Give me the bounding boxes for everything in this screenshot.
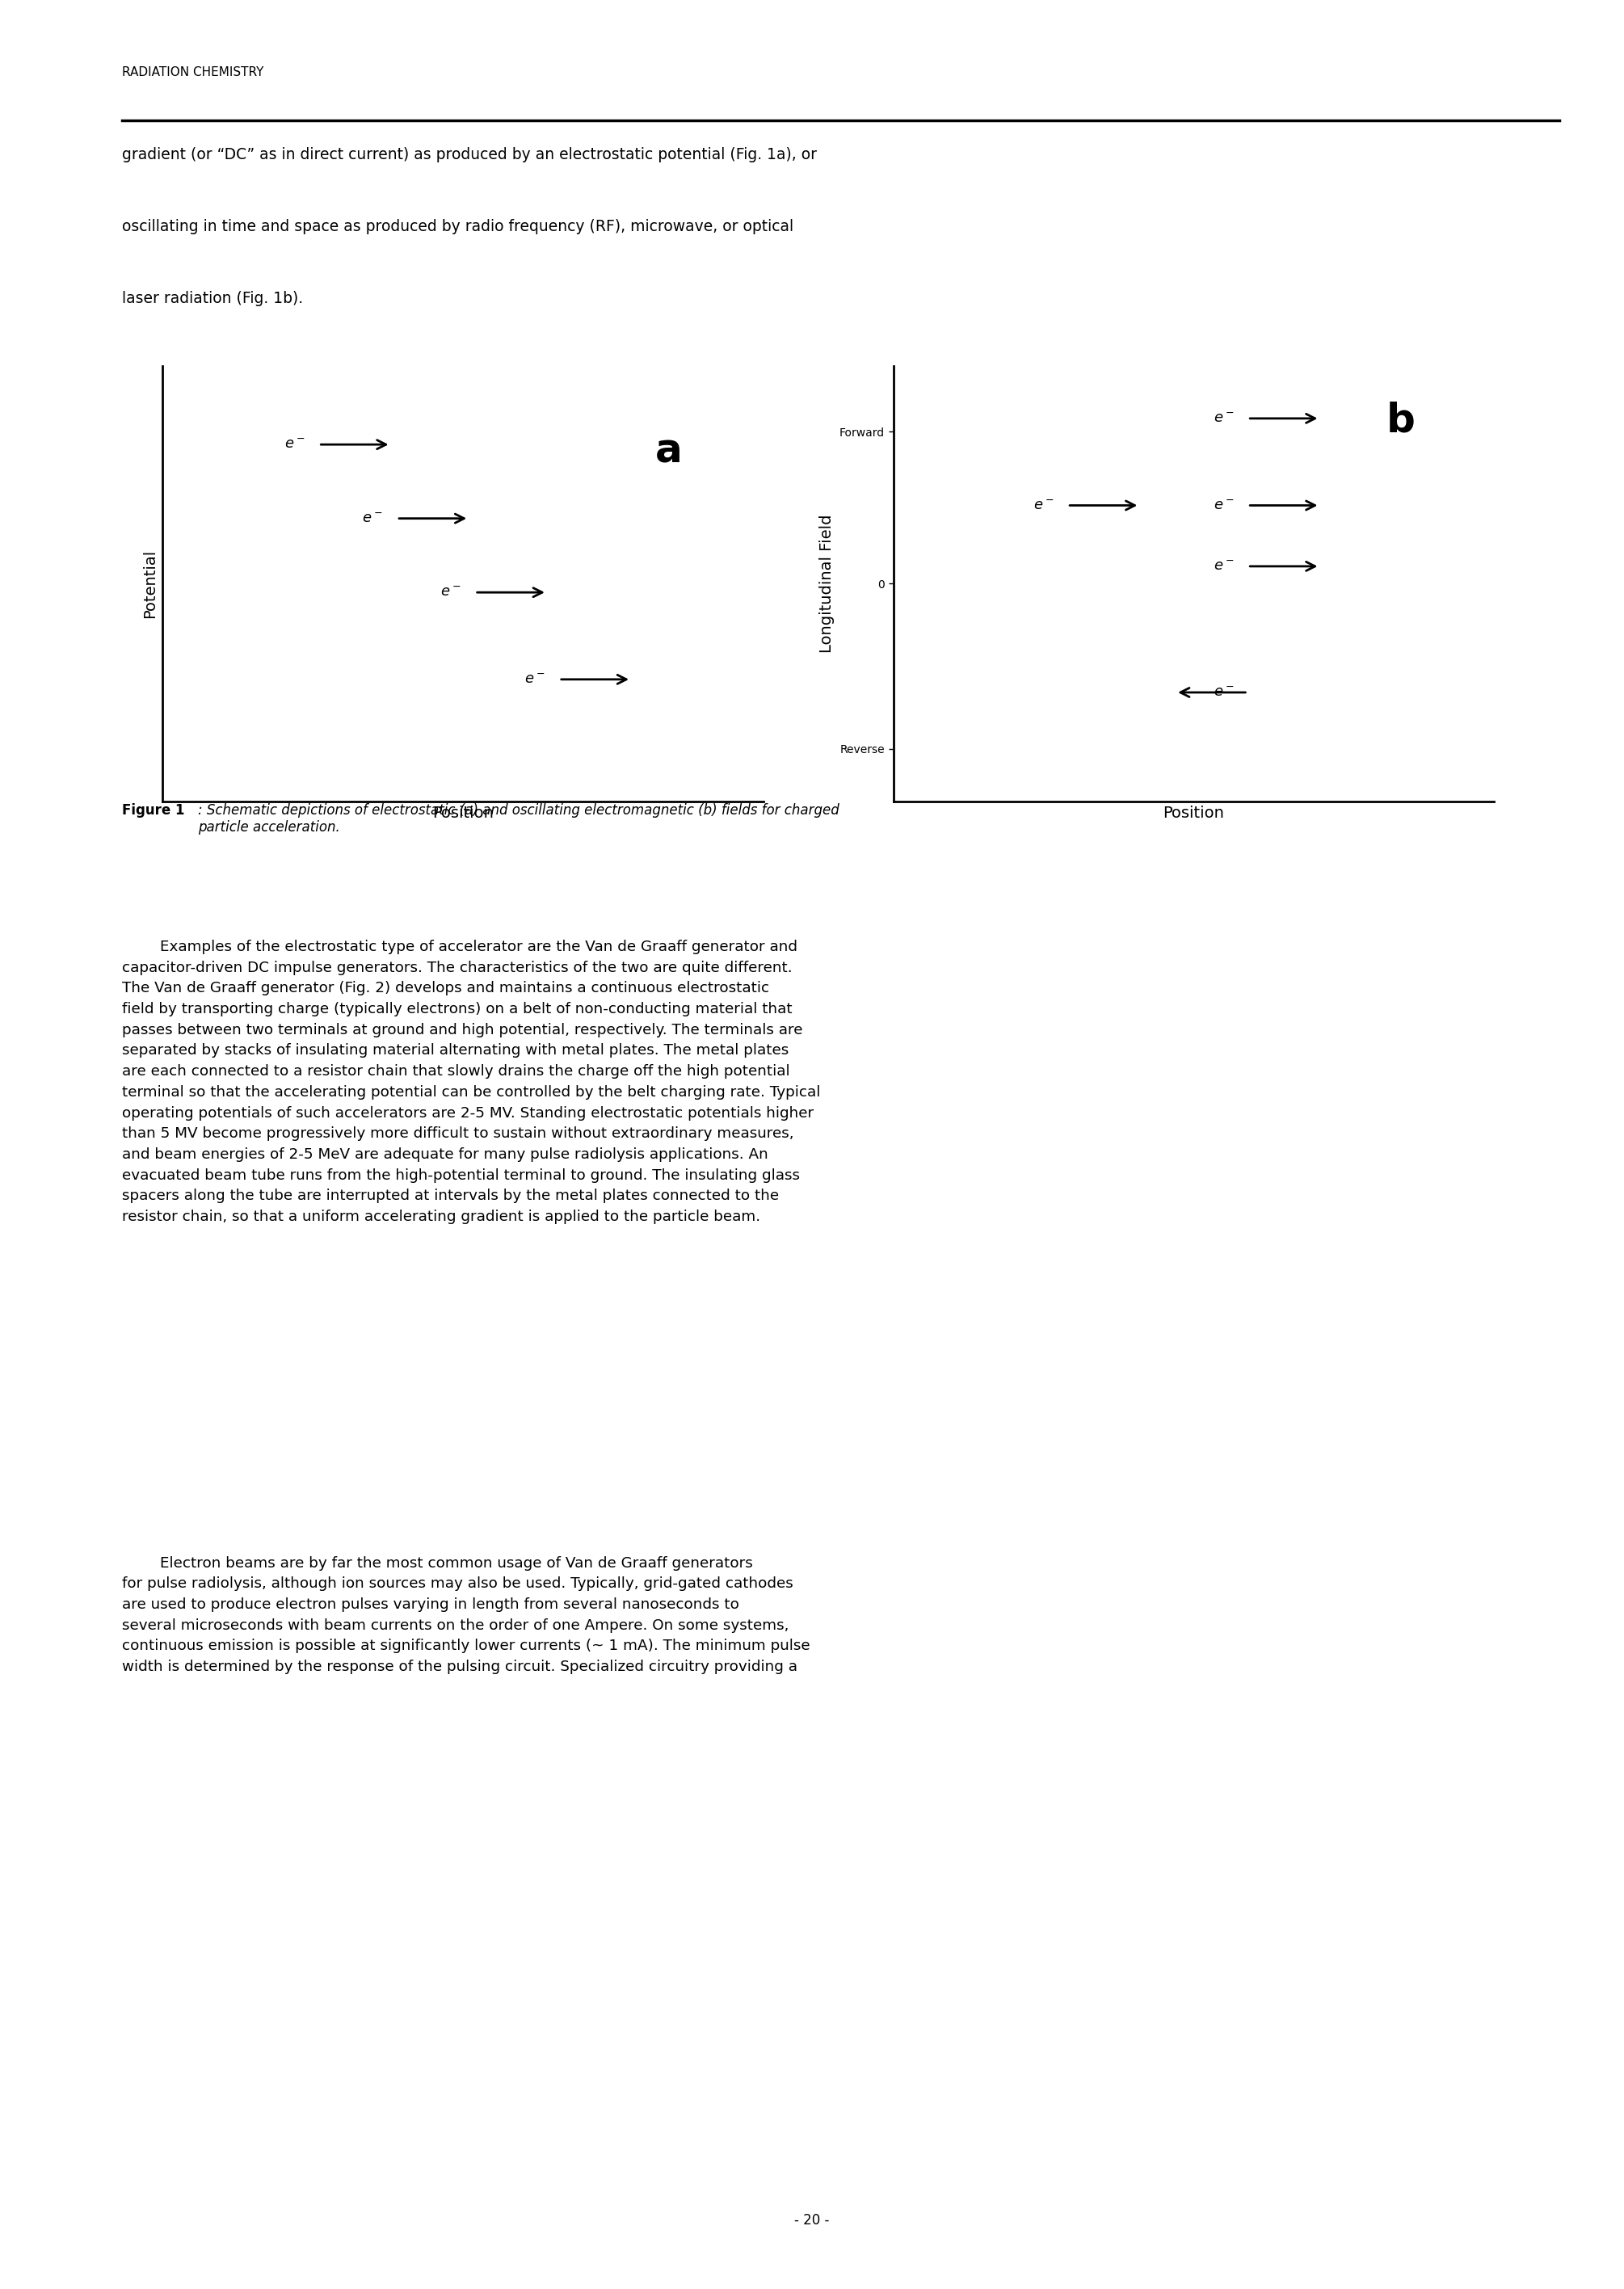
Text: $e^-$: $e^-$ <box>1213 559 1234 575</box>
Text: Examples of the electrostatic type of accelerator are the Van de Graaff generato: Examples of the electrostatic type of ac… <box>122 938 820 1225</box>
Text: $e^-$: $e^-$ <box>284 437 305 451</box>
Text: Figure 1: Figure 1 <box>122 803 185 817</box>
Text: $e^-$: $e^-$ <box>525 673 546 687</box>
Text: $e^-$: $e^-$ <box>1213 499 1234 513</box>
X-axis label: Position: Position <box>1163 806 1224 822</box>
Text: Electron beams are by far the most common usage of Van de Graaff generators
for : Electron beams are by far the most commo… <box>122 1557 810 1673</box>
Y-axis label: Potential: Potential <box>143 549 158 618</box>
Text: $e^-$: $e^-$ <box>1213 412 1234 426</box>
Text: laser radiation (Fig. 1b).: laser radiation (Fig. 1b). <box>122 291 304 307</box>
Y-axis label: Longitudinal Field: Longitudinal Field <box>820 515 835 652</box>
Text: oscillating in time and space as produced by radio frequency (RF), microwave, or: oscillating in time and space as produce… <box>122 220 793 233</box>
Text: $e^-$: $e^-$ <box>362 510 383 526</box>
Text: - 20 -: - 20 - <box>794 2213 830 2227</box>
Text: $e^-$: $e^-$ <box>440 586 461 600</box>
Text: : Schematic depictions of electrostatic (a) and oscillating electromagnetic (b) : : Schematic depictions of electrostatic … <box>198 803 840 835</box>
Text: b: b <box>1385 401 1415 439</box>
Text: gradient (or “DC” as in direct current) as produced by an electrostatic potentia: gradient (or “DC” as in direct current) … <box>122 146 817 163</box>
Text: $e^-$: $e^-$ <box>1033 499 1054 513</box>
Text: $e^-$: $e^-$ <box>1213 684 1234 700</box>
X-axis label: Position: Position <box>432 806 494 822</box>
Text: RADIATION CHEMISTRY: RADIATION CHEMISTRY <box>122 66 263 78</box>
Text: a: a <box>654 430 682 469</box>
